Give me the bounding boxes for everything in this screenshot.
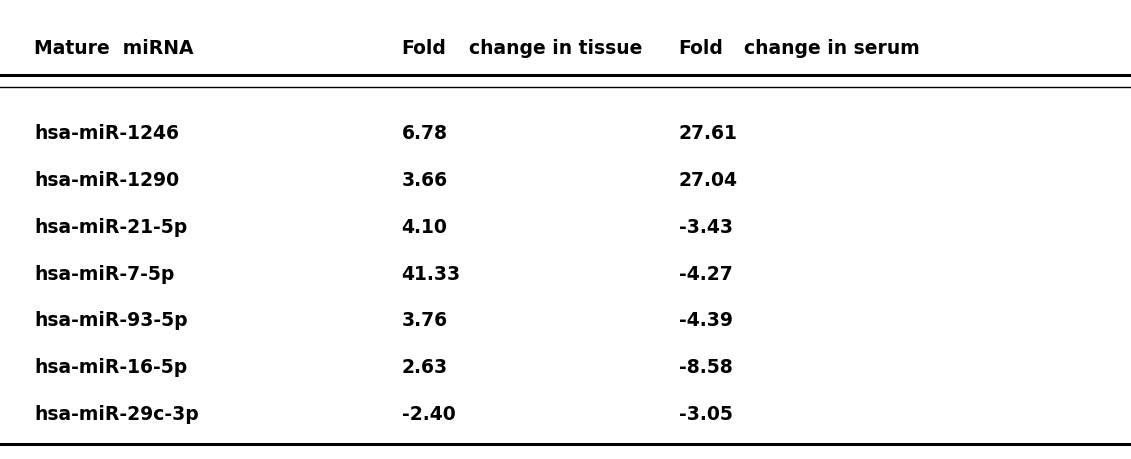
Text: Fold: Fold [402,39,447,58]
Text: change in tissue: change in tissue [469,39,642,58]
Text: -3.43: -3.43 [679,218,733,236]
Text: -4.39: -4.39 [679,311,733,330]
Text: 3.76: 3.76 [402,311,448,330]
Text: 2.63: 2.63 [402,358,448,376]
Text: 27.04: 27.04 [679,171,737,190]
Text: 27.61: 27.61 [679,124,737,143]
Text: 41.33: 41.33 [402,264,460,283]
Text: 3.66: 3.66 [402,171,448,190]
Text: hsa-miR-1290: hsa-miR-1290 [34,171,179,190]
Text: Mature  miRNA: Mature miRNA [34,39,193,58]
Text: hsa-miR-21-5p: hsa-miR-21-5p [34,218,187,236]
Text: -2.40: -2.40 [402,404,456,423]
Text: 4.10: 4.10 [402,218,448,236]
Text: hsa-miR-16-5p: hsa-miR-16-5p [34,358,187,376]
Text: -4.27: -4.27 [679,264,733,283]
Text: hsa-miR-93-5p: hsa-miR-93-5p [34,311,188,330]
Text: hsa-miR-7-5p: hsa-miR-7-5p [34,264,174,283]
Text: hsa-miR-1246: hsa-miR-1246 [34,124,179,143]
Text: change in serum: change in serum [744,39,920,58]
Text: -8.58: -8.58 [679,358,733,376]
Text: Fold: Fold [679,39,724,58]
Text: 6.78: 6.78 [402,124,448,143]
Text: hsa-miR-29c-3p: hsa-miR-29c-3p [34,404,199,423]
Text: -3.05: -3.05 [679,404,733,423]
